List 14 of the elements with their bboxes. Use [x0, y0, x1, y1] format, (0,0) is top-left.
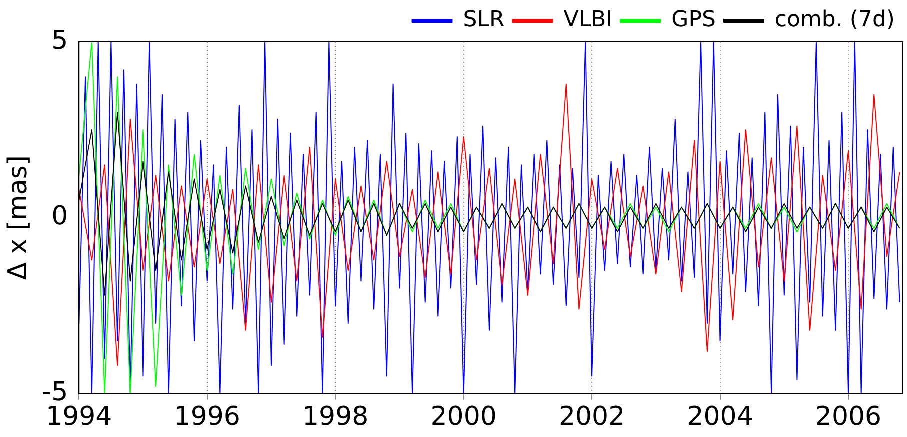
- y-tick-label: 0: [52, 202, 68, 232]
- x-tick-label: 1998: [302, 402, 369, 432]
- x-tick-label: 1994: [46, 402, 112, 432]
- x-tick-label: 2004: [687, 402, 754, 432]
- x-tick-label: 2000: [430, 402, 497, 432]
- legend-label: SLR: [463, 8, 505, 33]
- legend-label: VLBI: [564, 8, 613, 33]
- y-axis-title: Δ x [mas]: [3, 156, 34, 280]
- legend-label: GPS: [672, 8, 716, 33]
- x-tick-label: 2006: [815, 402, 882, 432]
- legend-label: comb. (7d): [774, 8, 896, 33]
- x-tick-label: 1996: [174, 402, 240, 432]
- y-tick-label: 5: [52, 26, 68, 56]
- x-tick-label: 2002: [558, 402, 626, 432]
